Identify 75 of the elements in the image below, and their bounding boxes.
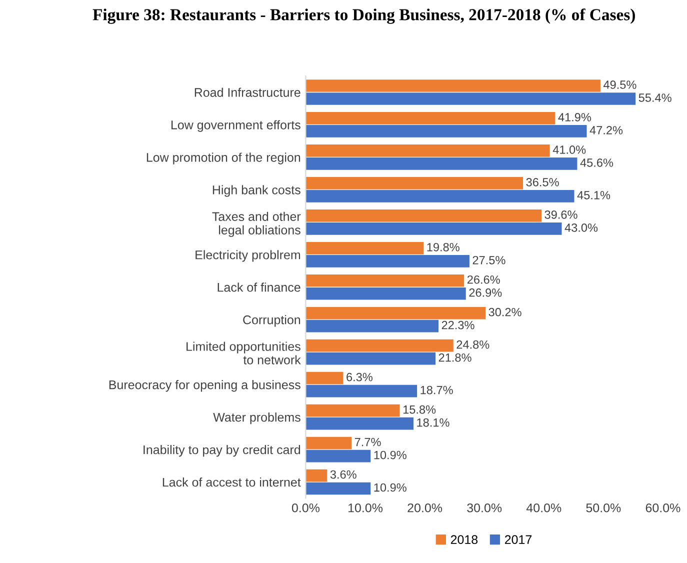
y-tick-label: Lack of accest to internet bbox=[162, 477, 301, 487]
x-tick-label: 40.0% bbox=[526, 503, 562, 512]
data-label: 30.2% bbox=[488, 308, 522, 316]
data-label: 22.3% bbox=[442, 320, 474, 330]
bar bbox=[306, 158, 578, 170]
data-label: 24.8% bbox=[456, 340, 490, 349]
y-tick-label: Water problems bbox=[213, 412, 300, 424]
data-label: 18.1% bbox=[417, 418, 450, 427]
data-label: 7.7% bbox=[354, 438, 381, 446]
bar bbox=[306, 222, 562, 235]
x-tick-label: 60.0% bbox=[646, 503, 680, 512]
bar bbox=[306, 306, 486, 320]
chart-title: Figure 38: Restaurants - Barriers to Doing Business, 2017-2018 (% of Cases) bbox=[92, 8, 635, 24]
bar bbox=[306, 384, 418, 398]
y-tick-label: Limited opportunities to network bbox=[186, 342, 301, 364]
bar bbox=[306, 469, 328, 482]
y-tick-label: Electricity problrem bbox=[196, 250, 300, 262]
y-tick-label: Bureocracy for opening a business bbox=[109, 380, 300, 392]
data-label: 49.5% bbox=[603, 80, 636, 89]
x-tick-label: 50.0% bbox=[586, 503, 621, 512]
data-label: 6.3% bbox=[346, 372, 372, 382]
bar bbox=[306, 144, 550, 157]
y-tick-label: High bank costs bbox=[212, 185, 300, 197]
bar bbox=[306, 125, 587, 138]
data-label: 10.9% bbox=[374, 483, 406, 492]
bar bbox=[306, 274, 464, 287]
bar bbox=[306, 254, 470, 268]
x-tick-label: 30.0% bbox=[467, 503, 502, 512]
data-label: 45.6% bbox=[580, 158, 614, 167]
bar bbox=[306, 482, 371, 495]
bar bbox=[306, 210, 542, 222]
bar bbox=[306, 417, 414, 430]
bar bbox=[306, 242, 424, 254]
bar bbox=[306, 436, 352, 450]
data-label: 26.6% bbox=[467, 275, 500, 284]
x-tick-label: 20.0% bbox=[408, 503, 442, 512]
bar bbox=[306, 352, 436, 365]
data-label: 39.6% bbox=[544, 210, 578, 219]
y-tick-label: Road Infrastructure bbox=[194, 88, 300, 97]
bar bbox=[306, 112, 556, 124]
data-label: 3.6% bbox=[330, 470, 356, 479]
data-label: 26.9% bbox=[469, 288, 502, 297]
y-tick-label: Lack of finance bbox=[218, 282, 300, 292]
bar bbox=[306, 404, 400, 417]
y-tick-label: Low promotion of the region bbox=[146, 152, 300, 164]
y-tick-label: Inability to pay by credit card bbox=[144, 445, 300, 457]
data-label: 27.5% bbox=[472, 256, 506, 264]
bar bbox=[306, 80, 600, 92]
y-tick-label: Taxes and other legal obliations bbox=[212, 212, 301, 237]
data-label: 41.9% bbox=[558, 113, 592, 122]
bar bbox=[306, 177, 524, 190]
bar bbox=[306, 320, 438, 332]
data-label: 10.9% bbox=[374, 450, 406, 460]
data-label: 36.5% bbox=[526, 178, 559, 186]
data-label: 15.8% bbox=[403, 405, 436, 414]
bar bbox=[306, 190, 574, 202]
bar bbox=[306, 372, 344, 384]
data-label: 41.0% bbox=[552, 146, 586, 154]
x-tick-label: 10.0% bbox=[348, 503, 383, 512]
x-tick-label: 0.0% bbox=[292, 503, 320, 512]
data-label: 18.7% bbox=[420, 386, 453, 394]
bar bbox=[306, 339, 454, 352]
data-label: 55.4% bbox=[638, 94, 672, 102]
bar bbox=[306, 287, 466, 300]
data-label: 21.8% bbox=[438, 353, 472, 362]
bar bbox=[306, 92, 636, 105]
data-label: 45.1% bbox=[577, 191, 610, 200]
y-tick-label: Low government efforts bbox=[171, 120, 300, 132]
data-label: 43.0% bbox=[564, 223, 598, 232]
legend-label: 2018 bbox=[450, 535, 478, 544]
bar bbox=[306, 450, 371, 462]
legend-label: 2017 bbox=[504, 535, 532, 544]
data-label: 47.2% bbox=[590, 126, 623, 134]
data-label: 19.8% bbox=[427, 242, 460, 252]
y-tick-label: Corruption bbox=[243, 315, 300, 327]
